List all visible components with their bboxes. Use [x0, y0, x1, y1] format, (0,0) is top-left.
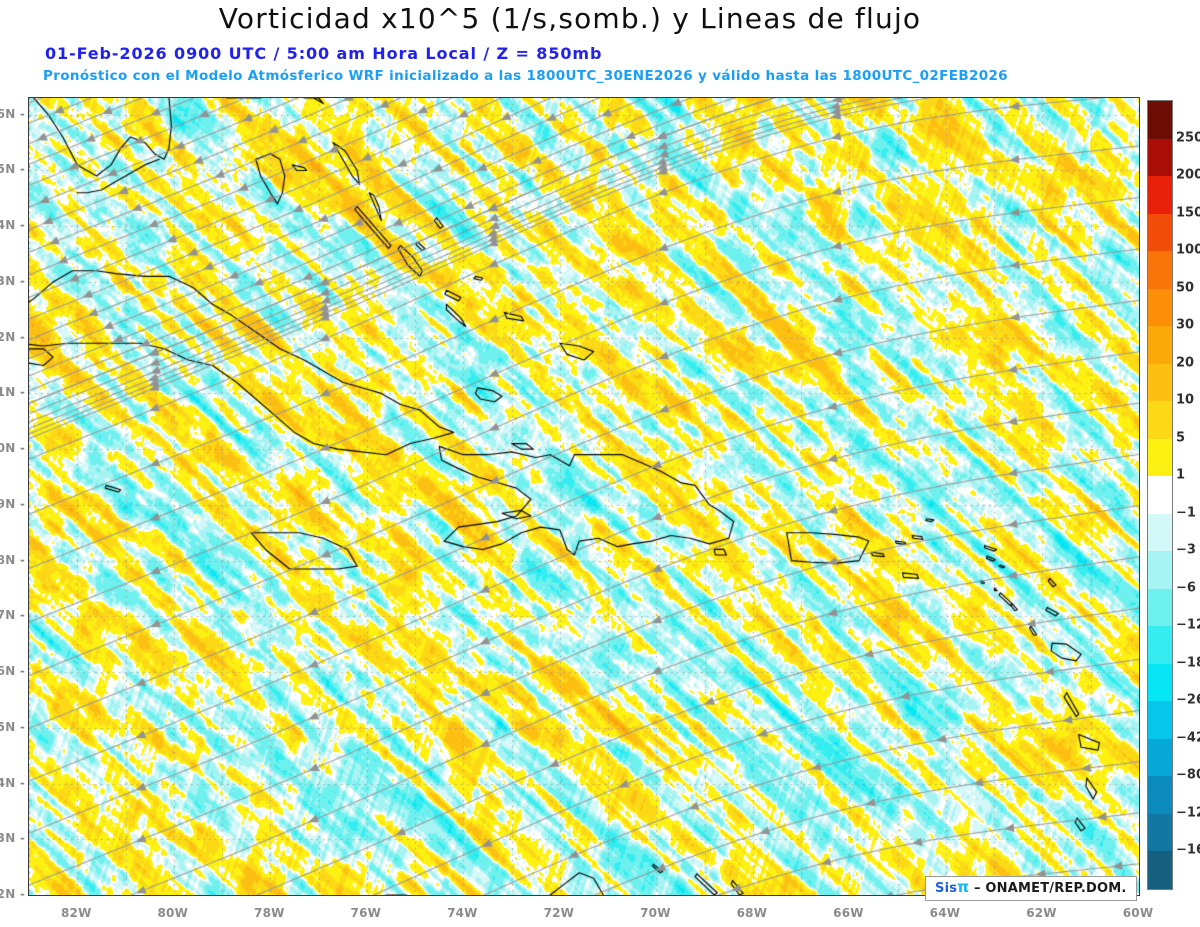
colorbar-tick-label: −42 — [1176, 730, 1200, 746]
longitude-tick-label: 64W — [929, 906, 961, 920]
colorbar-tick-label: 1 — [1176, 467, 1186, 483]
colorbar-band — [1148, 326, 1172, 364]
colorbar-band — [1148, 813, 1172, 852]
valid-time-subtitle: 01-Feb-2026 0900 UTC / 5:00 am Hora Loca… — [45, 44, 603, 63]
longitude-tick-label: 76W — [350, 906, 382, 920]
colorbar-band — [1148, 213, 1172, 252]
longitude-tick-label: 80W — [157, 906, 189, 920]
colorbar-band — [1148, 401, 1172, 439]
colorbar-band — [1148, 701, 1172, 739]
colorbar-band — [1148, 738, 1172, 777]
longitude-tick-label: 82W — [60, 906, 92, 920]
longitude-tick-label: 78W — [254, 906, 285, 920]
colorbar-band — [1148, 288, 1172, 327]
colorbar-tick-label: 30 — [1176, 317, 1195, 333]
colorbar-tick-label: −6 — [1176, 580, 1196, 596]
page-title: Vorticidad x10^5 (1/s,somb.) y Lineas de… — [218, 2, 922, 35]
brand-pi-icon: π — [957, 878, 970, 896]
colorbar-band — [1148, 663, 1172, 702]
longitude-tick-label: 74W — [447, 906, 478, 920]
colorbar-tick-label: −1 — [1176, 505, 1196, 521]
colorbar-band — [1148, 551, 1172, 589]
latitude-tick-label: 16N - — [0, 664, 25, 679]
latitude-tick-label: 24N - — [0, 218, 25, 233]
model-run-subtitle: Pronóstico con el Modelo Atmósferico WRF… — [43, 68, 1008, 84]
colorbar-tick-label: −3 — [1176, 542, 1196, 558]
colorbar-band — [1148, 776, 1172, 814]
colorbar-band — [1148, 101, 1172, 139]
latitude-tick-label: 13N - — [0, 831, 25, 846]
credit-separator: – — [969, 881, 986, 896]
colorbar-tick-label: −120 — [1176, 805, 1200, 821]
latitude-tick-label: 26N - — [0, 106, 25, 121]
colorbar-band — [1148, 588, 1172, 627]
latitude-tick-label: 18N - — [0, 552, 25, 567]
colorbar-band — [1148, 176, 1172, 214]
brand-prefix: Sis — [935, 881, 958, 896]
latitude-axis: 26N - 25N - 24N - 23N - 22N - 21N - 20N - 19N -… — [0, 97, 25, 901]
longitude-tick-label: 68W — [736, 906, 768, 920]
colorbar-tick-label: 100 — [1176, 242, 1200, 258]
latitude-tick-label: 25N - — [0, 162, 25, 177]
longitude-axis: 82W 80W 78W 76W 74W 72W 70W 68W 66W 64W 62W 60W — [28, 900, 1153, 924]
colorbar-tick-label: −12 — [1176, 617, 1200, 633]
credit-badge: Sisπ – ONAMET/REP.DOM. — [925, 876, 1137, 901]
colorbar-tick-label: −160 — [1176, 842, 1200, 858]
latitude-tick-label: 19N - — [0, 496, 25, 511]
colorbar-tick-label: −18 — [1176, 655, 1200, 671]
colorbar-band — [1148, 626, 1172, 664]
colorbar-band — [1148, 438, 1172, 477]
colorbar-tick-label: 250 — [1176, 130, 1200, 146]
longitude-tick-label: 60W — [1122, 906, 1154, 920]
colorbar-tick-label: 10 — [1176, 392, 1195, 408]
longitude-tick-label: 66W — [833, 906, 864, 920]
latitude-tick-label: 17N - — [0, 608, 25, 623]
colorbar — [1147, 100, 1173, 890]
colorbar-band — [1148, 851, 1172, 889]
latitude-tick-label: 21N - — [0, 385, 25, 400]
colorbar-tick-label: 150 — [1176, 205, 1200, 221]
longitude-tick-label: 62W — [1026, 906, 1057, 920]
longitude-tick-label: 72W — [543, 906, 575, 920]
colorbar-tick-label: 5 — [1176, 430, 1186, 446]
latitude-tick-label: 14N - — [0, 775, 25, 790]
credit-agency: ONAMET/REP.DOM. — [985, 881, 1127, 896]
colorbar-tick-label: 200 — [1176, 167, 1200, 183]
map-plot-area[interactable] — [28, 97, 1140, 896]
colorbar-tick-label: 20 — [1176, 355, 1195, 371]
latitude-tick-label: 12N - — [0, 887, 25, 901]
streamlines-and-coastlines-layer — [29, 98, 1139, 895]
latitude-tick-label: 22N - — [0, 329, 25, 344]
colorbar-labels: 250 200 150 100 50 30 20 10 5 1 −1 −3 −6 −12 −18 −26 −42… — [1176, 100, 1200, 890]
colorbar-band — [1148, 476, 1172, 514]
colorbar-tick-label: −26 — [1176, 692, 1200, 708]
colorbar-band — [1148, 138, 1172, 177]
colorbar-band — [1148, 363, 1172, 402]
colorbar-band — [1148, 251, 1172, 289]
colorbar-tick-label: 50 — [1176, 280, 1195, 296]
longitude-tick-label: 70W — [640, 906, 671, 920]
latitude-tick-label: 15N - — [0, 719, 25, 734]
colorbar-band — [1148, 513, 1172, 552]
latitude-tick-label: 20N - — [0, 441, 25, 456]
latitude-tick-label: 23N - — [0, 273, 25, 288]
colorbar-tick-label: −80 — [1176, 767, 1200, 783]
